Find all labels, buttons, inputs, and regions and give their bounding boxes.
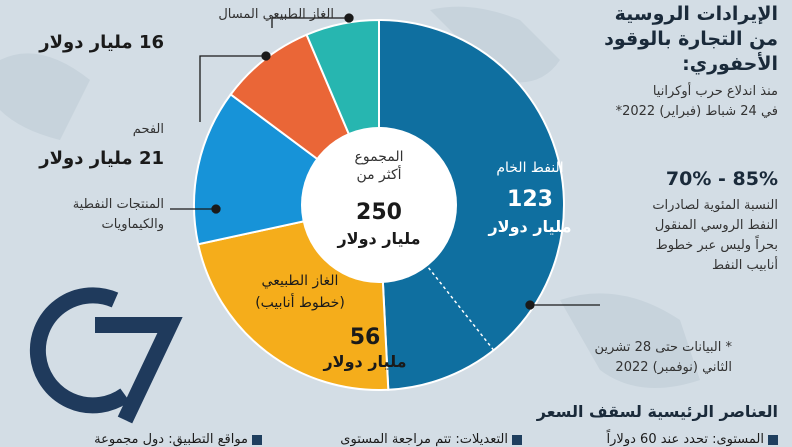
crude-oil-label: النفط الخام (496, 160, 564, 176)
lng-label: الغاز الطبيعي المسال (218, 7, 334, 22)
chart-title: الإيرادات الروسية من التجارة بالوقود الأ… (604, 3, 778, 75)
callout-lines (170, 13, 600, 310)
pipeline-gas-label: الغاز الطبيعي (خطوط أنابيب) (255, 273, 345, 311)
price-cap-item-3: مواقع التطبيق: دول مجموعة (94, 432, 262, 447)
pipeline-gas-unit: مليار دولار (323, 352, 407, 371)
price-cap-item-1: المستوى: تحدد عند 60 دولاراً (607, 432, 778, 447)
seaborne-share-description: النسبة المئوية لصادرات النفط الروسي المن… (652, 198, 778, 273)
slice-crude-oil (378, 18, 565, 391)
donut-hole (301, 127, 457, 283)
pipeline-gas-value: 56 (349, 325, 381, 350)
oil-products-label: المنتجات النفطية والكيماويات (72, 197, 164, 232)
price-cap-heading: العناصر الرئيسية لسقف السعر (536, 402, 778, 421)
lng-value: 16 مليار دولار (39, 32, 164, 53)
total-label: المجموع أكثر من (354, 149, 404, 183)
crude-oil-value: 123 (507, 187, 553, 212)
seaborne-share-range: 70% - 85% (665, 168, 778, 190)
price-cap-item-2: التعديلات: تتم مراجعة المستوى (340, 432, 522, 447)
coal-value: 21 مليار دولار (39, 148, 164, 169)
coal-label: الفحم (132, 122, 164, 137)
total-unit: مليار دولار (337, 229, 421, 248)
g7-logo (29, 287, 183, 424)
total-value: 250 (356, 200, 402, 225)
chart-subtitle: منذ اندلاع حرب أوكرانيا في 24 شباط (فبرا… (615, 84, 778, 119)
crude-oil-unit: مليار دولار (488, 217, 572, 236)
footnote: * البيانات حتى 28 تشرين الثاني (نوفمبر) … (594, 340, 732, 375)
